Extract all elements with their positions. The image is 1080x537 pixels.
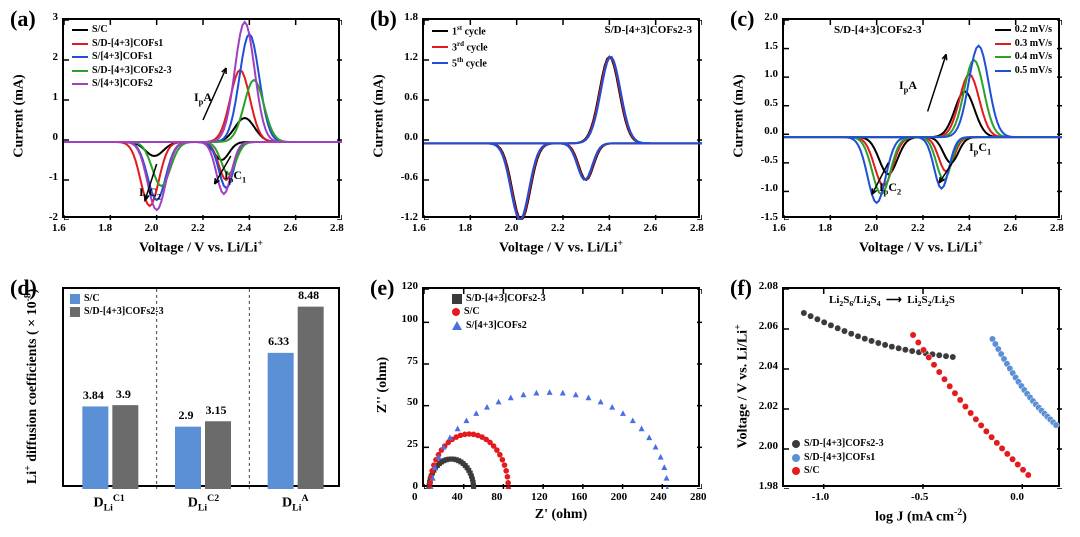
legend-c-1: 0.2 mV/s bbox=[995, 24, 1052, 37]
legend-c: 0.2 mV/s 0.3 mV/s 0.4 mV/s 0.5 mV/s bbox=[995, 24, 1052, 78]
panel-b: (b) 1st cycle 3rd cycle 5th cycle S/D-[4… bbox=[360, 0, 720, 269]
ann-a-IpC1: IpC1 bbox=[224, 168, 246, 184]
ylabel-a: Current (mA) bbox=[12, 74, 28, 157]
legend-f-1: S/D-[4+3]COFs2-3 bbox=[792, 438, 884, 451]
legend-a-1: S/C bbox=[72, 24, 172, 37]
xlabel-d: DLiC1 DLiC2 DLiA bbox=[62, 493, 340, 513]
panel-c-label: (c) bbox=[730, 6, 754, 32]
legend-b-1: 1st cycle bbox=[432, 24, 488, 39]
panel-e-label: (e) bbox=[370, 275, 394, 301]
legend-b-3: 5th cycle bbox=[432, 56, 488, 71]
title-b: S/D-[4+3]COFs2-3 bbox=[604, 24, 692, 36]
plot-c: S/D-[4+3]COFs2-3 0.2 mV/s 0.3 mV/s 0.4 m… bbox=[782, 18, 1060, 218]
xlabel-c: Voltage / V vs. Li/Li+ bbox=[782, 238, 1060, 257]
xlabel-f: log J (mA cm-2) bbox=[782, 507, 1060, 526]
legend-e-2: S/C bbox=[452, 306, 546, 319]
legend-f-3: S/C bbox=[792, 465, 884, 478]
plot-e: S/D-[4+3]COFs2-3 S/C S/[4+3]COFs2 bbox=[422, 287, 700, 487]
panel-a-label: (a) bbox=[10, 6, 36, 32]
legend-d-1: S/C bbox=[70, 293, 164, 306]
cat-d-3: DLiA bbox=[282, 493, 308, 513]
legend-f: S/D-[4+3]COFs2-3 S/D-[4+3]COFs1 S/C bbox=[792, 438, 884, 479]
panel-d: (d) S/C S/D-[4+3]COFs2-3 Li+ diffusion c… bbox=[0, 269, 360, 537]
panel-f: (f) Li2S6/Li2S4 ⟶ Li2S2/Li2S S/D-[4+3]CO… bbox=[720, 269, 1080, 537]
ylabel-e: Z'' (ohm) bbox=[375, 356, 391, 412]
plot-d: S/C S/D-[4+3]COFs2-3 bbox=[62, 287, 340, 487]
legend-b-2: 3rd cycle bbox=[432, 40, 488, 55]
legend-a-4: S/D-[4+3]COFs2-3 bbox=[72, 65, 172, 78]
ann-c-IpA: IpA bbox=[899, 78, 917, 94]
ann-a-IpC2: IpC2 bbox=[139, 185, 161, 201]
plot-a: S/C S/D-[4+3]COFs1 S/[4+3]COFs1 S/D-[4+3… bbox=[62, 18, 340, 218]
title-c: S/D-[4+3]COFs2-3 bbox=[834, 24, 922, 36]
ylabel-f: Voltage / V vs. Li/Li+ bbox=[733, 324, 752, 448]
ylabel-c: Current (mA) bbox=[732, 74, 748, 157]
xlabel-b: Voltage / V vs. Li/Li+ bbox=[422, 238, 700, 257]
legend-a-2: S/D-[4+3]COFs1 bbox=[72, 38, 172, 51]
legend-e-1: S/D-[4+3]COFs2-3 bbox=[452, 293, 546, 306]
legend-d-2: S/D-[4+3]COFs2-3 bbox=[70, 306, 164, 319]
ylabel-b: Current (mA) bbox=[372, 74, 388, 157]
legend-c-3: 0.4 mV/s bbox=[995, 51, 1052, 64]
panel-c: (c) S/D-[4+3]COFs2-3 0.2 mV/s 0.3 mV/s 0… bbox=[720, 0, 1080, 269]
cat-d-1: DLiC1 bbox=[93, 493, 124, 513]
legend-e-3: S/[4+3]COFs2 bbox=[452, 320, 546, 333]
legend-c-4: 0.5 mV/s bbox=[995, 65, 1052, 78]
plot-b: 1st cycle 3rd cycle 5th cycle S/D-[4+3]C… bbox=[422, 18, 700, 218]
panel-d-label: (d) bbox=[10, 275, 37, 301]
ann-c-IpC2: IpC2 bbox=[879, 180, 901, 196]
panel-b-label: (b) bbox=[370, 6, 397, 32]
legend-d: S/C S/D-[4+3]COFs2-3 bbox=[70, 293, 164, 320]
panel-e: (e) S/D-[4+3]COFs2-3 S/C S/[4+3]COFs2 Z'… bbox=[360, 269, 720, 537]
legend-a: S/C S/D-[4+3]COFs1 S/[4+3]COFs1 S/D-[4+3… bbox=[72, 24, 172, 92]
legend-a-3: S/[4+3]COFs1 bbox=[72, 51, 172, 64]
xlabel-e: Z' (ohm) bbox=[422, 507, 700, 523]
xlabel-a: Voltage / V vs. Li/Li+ bbox=[62, 238, 340, 257]
legend-f-2: S/D-[4+3]COFs1 bbox=[792, 452, 884, 465]
cat-d-2: DLiC2 bbox=[188, 493, 219, 513]
ann-c-IpC1: IpC1 bbox=[969, 140, 991, 156]
ylabel-d: Li+ diffusion coefficients ( × 10-8) bbox=[22, 288, 41, 484]
panel-a: (a) S/C S/D-[4+3]COFs1 S/[4+3]COFs1 S/D-… bbox=[0, 0, 360, 269]
title-f: Li2S6/Li2S4 ⟶ Li2S2/Li2S bbox=[829, 293, 955, 308]
figure-grid: (a) S/C S/D-[4+3]COFs1 S/[4+3]COFs1 S/D-… bbox=[0, 0, 1080, 537]
plot-f: Li2S6/Li2S4 ⟶ Li2S2/Li2S S/D-[4+3]COFs2-… bbox=[782, 287, 1060, 487]
legend-a-5: S/[4+3]COFs2 bbox=[72, 78, 172, 91]
ann-a-IpA: IpA bbox=[194, 90, 212, 106]
legend-e: S/D-[4+3]COFs2-3 S/C S/[4+3]COFs2 bbox=[452, 293, 546, 334]
panel-f-label: (f) bbox=[730, 275, 752, 301]
legend-b: 1st cycle 3rd cycle 5th cycle bbox=[432, 24, 488, 71]
legend-c-2: 0.3 mV/s bbox=[995, 38, 1052, 51]
